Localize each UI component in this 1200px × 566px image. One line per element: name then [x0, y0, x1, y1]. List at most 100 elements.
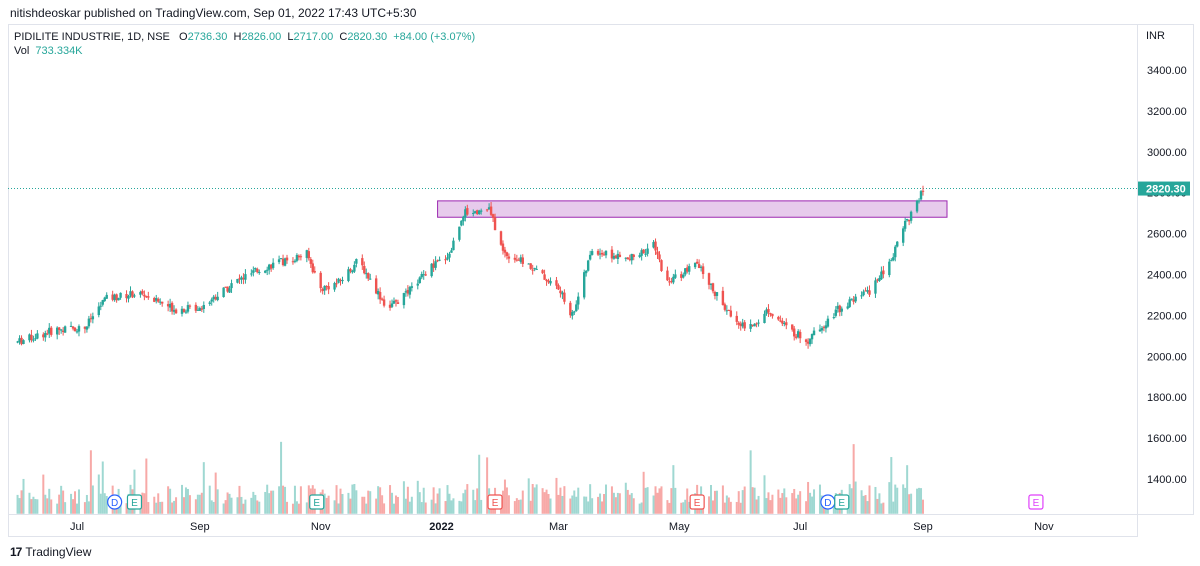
candle-body: [737, 322, 740, 325]
volume-bar: [515, 498, 518, 514]
candle-body: [200, 308, 204, 310]
volume-bar: [258, 501, 261, 514]
volume-bar: [240, 496, 243, 514]
volume-bar: [585, 496, 588, 514]
volume-bar: [70, 493, 73, 514]
candle-body: [153, 298, 156, 302]
candle-body: [436, 260, 439, 262]
candle-body: [763, 313, 766, 324]
candle-body: [99, 305, 102, 307]
candle-body: [571, 312, 574, 316]
chart-pane[interactable]: [8, 24, 1138, 515]
volume-bar: [672, 465, 675, 514]
volume-label[interactable]: Vol: [14, 45, 30, 57]
volume-bar: [169, 488, 172, 514]
volume-bar: [87, 501, 90, 514]
candle-body: [598, 253, 602, 255]
candle-body: [513, 257, 517, 260]
candle-body: [22, 340, 25, 345]
volume-bar: [270, 490, 273, 514]
candle-body: [749, 324, 752, 329]
volume-bar: [466, 484, 469, 514]
volume-bar: [517, 499, 520, 514]
volume-bar: [89, 450, 92, 514]
volume-bar: [393, 503, 396, 514]
candle-body: [236, 278, 239, 283]
candle-body: [515, 259, 519, 261]
candle-body: [406, 289, 410, 294]
volume-bar: [640, 502, 643, 514]
currency-label[interactable]: INR: [1146, 30, 1165, 42]
candle-body: [804, 339, 808, 342]
dividend-event-icon: [107, 494, 123, 510]
volume-bar: [278, 486, 281, 514]
candle-body: [293, 260, 297, 262]
volume-bar: [710, 484, 713, 514]
volume-bar: [242, 503, 245, 514]
volume-bar: [779, 497, 782, 514]
candle-body: [545, 279, 548, 282]
volume-bar: [434, 503, 437, 514]
volume-bar: [238, 485, 241, 514]
candle-body: [297, 255, 301, 258]
volume-bar: [711, 500, 714, 514]
time-axis[interactable]: [8, 515, 1138, 537]
candle-body: [812, 330, 816, 336]
candle-body: [160, 301, 164, 304]
volume-bar: [286, 501, 289, 514]
candle-body: [652, 242, 655, 248]
volume-bar: [591, 498, 594, 514]
volume-bar: [920, 488, 923, 514]
volume-bar: [555, 477, 558, 514]
candle-body: [586, 260, 590, 271]
candle-body: [628, 258, 631, 260]
candle-body: [159, 301, 162, 303]
candle-body: [44, 332, 47, 338]
volume-bar: [420, 502, 423, 514]
candle-body: [50, 327, 53, 335]
volume-bar: [367, 490, 370, 514]
candle-body: [602, 254, 606, 256]
candle-body: [214, 296, 217, 300]
volume-bar: [797, 494, 800, 514]
candle-body: [63, 326, 67, 333]
candle-body: [228, 288, 231, 293]
candle-body: [479, 210, 483, 212]
volume-bar: [521, 490, 524, 514]
resistance-zone: [437, 200, 948, 218]
footer-branding[interactable]: 17 TradingView: [10, 545, 91, 559]
price-axis[interactable]: [1138, 24, 1194, 515]
volume-bar: [601, 501, 604, 514]
candle-body: [834, 309, 838, 316]
volume-bar: [660, 486, 663, 514]
volume-bar: [533, 487, 536, 514]
volume-bar: [715, 490, 718, 514]
candle-body: [741, 322, 744, 327]
volume-bar: [474, 500, 477, 514]
volume-bar: [777, 489, 780, 514]
candle-body: [644, 253, 647, 255]
candle-body: [390, 303, 394, 307]
volume-bar: [864, 495, 867, 514]
volume-bar: [56, 503, 59, 514]
volume-bar: [76, 503, 78, 514]
candle-body: [188, 305, 192, 307]
candle-body: [868, 290, 871, 295]
volume-bar: [389, 485, 392, 514]
volume-bar: [668, 502, 671, 514]
candle-body: [826, 318, 830, 327]
candle-body: [527, 263, 530, 265]
candle-body: [464, 209, 467, 218]
candle-body: [452, 240, 455, 251]
volume-bar: [159, 501, 162, 514]
volume-bar: [36, 499, 39, 514]
candle-body: [394, 300, 398, 302]
x-tick-label: Jul: [70, 521, 84, 533]
symbol-label[interactable]: PIDILITE INDUSTRIE, 1D, NSE: [14, 31, 170, 43]
volume-bar: [16, 494, 19, 514]
candle-body: [820, 328, 824, 331]
brand-name: TradingView: [25, 545, 92, 559]
candle-body: [424, 274, 427, 276]
candle-body: [824, 325, 828, 329]
